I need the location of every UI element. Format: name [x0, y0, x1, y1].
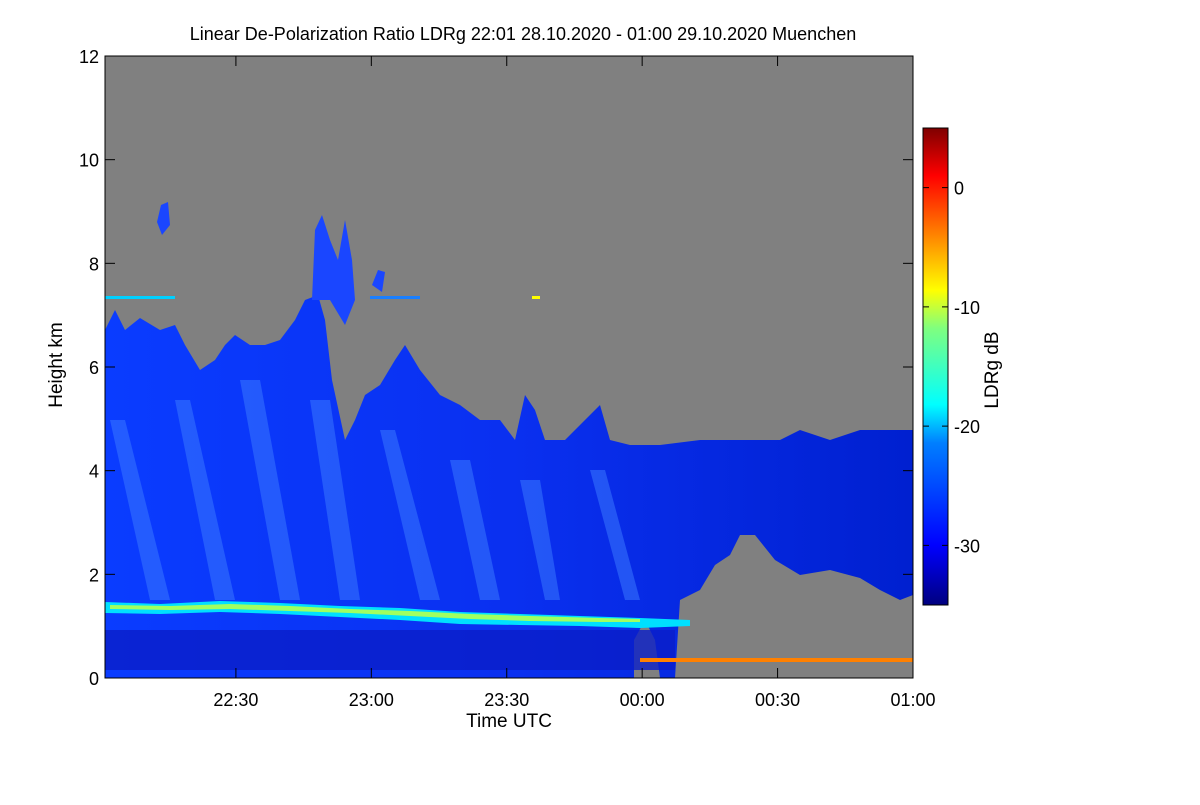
- artifact-line-2: [370, 296, 420, 299]
- y-tick-label: 12: [79, 47, 99, 67]
- isolated-cloud-2: [372, 270, 385, 292]
- x-axis-label: Time UTC: [466, 711, 552, 732]
- artifact-line: [105, 296, 175, 299]
- dark-low-layer: [105, 630, 675, 670]
- gap-after-midnight: [675, 535, 913, 678]
- x-tick-label: 22:30: [213, 690, 258, 710]
- melting-layer-core: [110, 604, 640, 622]
- x-tick-label: 00:00: [620, 690, 665, 710]
- x-axis-ticks: 22:30 23:00 23:30 00:00 00:30 01:00: [213, 56, 936, 710]
- colorbar-tick-label: -30: [954, 536, 980, 556]
- chart-title: Linear De-Polarization Ratio LDRg 22:01 …: [190, 24, 856, 44]
- y-tick-label: 2: [89, 565, 99, 585]
- colorbar-tick-label: -20: [954, 417, 980, 437]
- artifact-dot: [532, 296, 540, 299]
- y-axis-label: Height km: [46, 322, 67, 408]
- colorbar-tick-label: -10: [954, 298, 980, 318]
- isolated-cloud: [157, 202, 170, 235]
- x-tick-label: 01:00: [890, 690, 935, 710]
- colorbar: [922, 127, 949, 606]
- colorbar-ticks: 0 -10 -20 -30: [923, 179, 980, 556]
- colorbar-tick-label: 0: [954, 179, 964, 199]
- y-tick-label: 6: [89, 358, 99, 378]
- y-tick-label: 8: [89, 254, 99, 274]
- y-tick-label: 10: [79, 151, 99, 171]
- y-tick-label: 0: [89, 669, 99, 689]
- y-tick-label: 4: [89, 462, 99, 482]
- x-tick-label: 00:30: [755, 690, 800, 710]
- colorbar-label: LDRg dB: [982, 331, 1003, 408]
- x-tick-label: 23:00: [349, 690, 394, 710]
- low-surface-band: [640, 658, 913, 662]
- upper-plume: [312, 215, 355, 325]
- y-axis-ticks: 0 2 4 6 8 10 12: [79, 47, 913, 689]
- x-tick-label: 23:30: [484, 690, 529, 710]
- fall-streaks: [110, 380, 640, 600]
- plot-area: [105, 56, 913, 678]
